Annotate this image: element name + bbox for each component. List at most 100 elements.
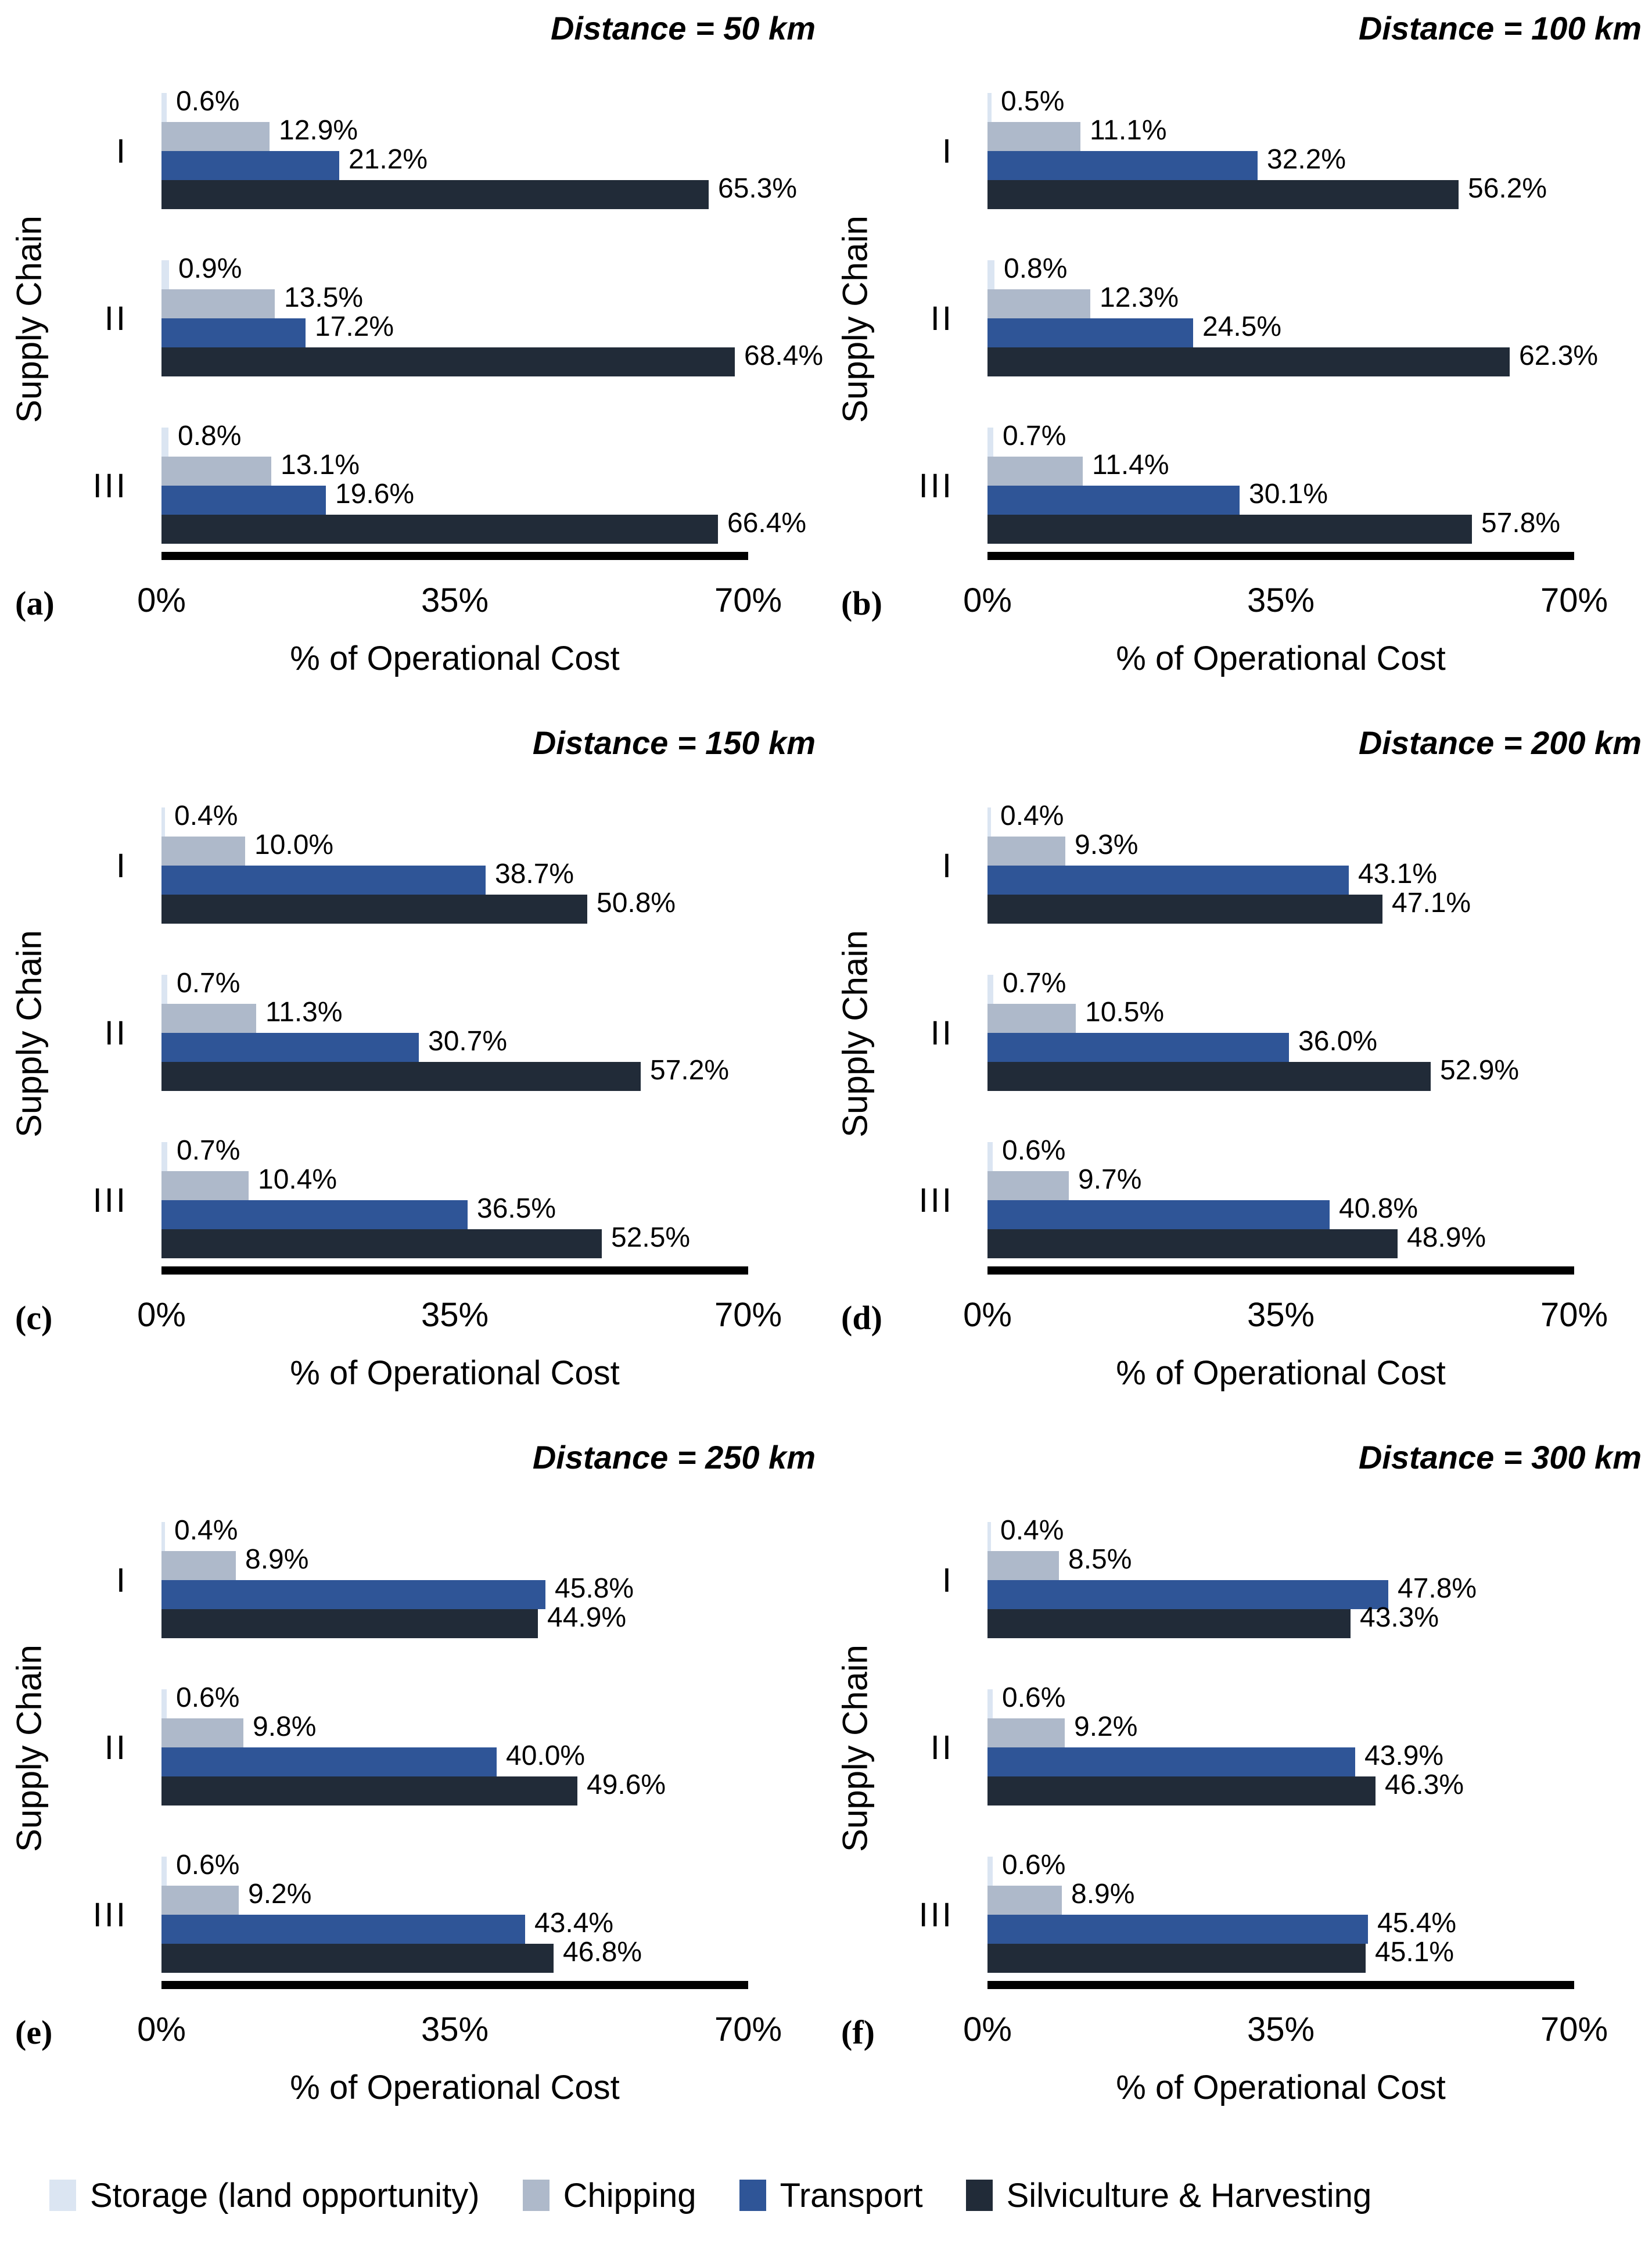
value-label: 0.4% xyxy=(174,801,238,831)
category-label: I xyxy=(942,1561,954,1599)
value-label: 57.2% xyxy=(650,1055,730,1086)
y-axis-label: Supply Chain xyxy=(9,1645,49,1853)
value-label: 45.1% xyxy=(1375,1937,1455,1968)
value-label: 47.8% xyxy=(1398,1573,1477,1604)
x-tick-label: 35% xyxy=(1247,1296,1315,1334)
bar-chipping xyxy=(987,1171,1069,1200)
bar-silviculture xyxy=(161,180,709,209)
value-label: 8.9% xyxy=(1071,1879,1135,1909)
value-label: 0.4% xyxy=(174,1515,238,1546)
value-label: 9.8% xyxy=(253,1711,317,1742)
legend-label: Storage (land opportunity) xyxy=(90,2176,480,2214)
bar-transport xyxy=(987,1200,1330,1229)
bar-chipping xyxy=(161,289,275,318)
value-label: 8.9% xyxy=(245,1544,309,1575)
bar-storage xyxy=(161,1142,167,1171)
panel-letter: (a) xyxy=(15,584,55,622)
bar-storage xyxy=(161,1689,167,1718)
bar-transport xyxy=(161,1747,497,1776)
bar-silviculture xyxy=(987,895,1382,924)
category-label: II xyxy=(930,1014,954,1052)
value-label: 30.7% xyxy=(428,1026,508,1057)
bar-chipping xyxy=(987,1551,1059,1580)
x-tick-label: 70% xyxy=(1540,1296,1608,1334)
bar-transport xyxy=(987,318,1193,347)
panel-letter: (d) xyxy=(841,1299,882,1337)
bar-storage xyxy=(161,428,168,457)
value-label: 43.3% xyxy=(1360,1602,1439,1633)
value-label: 9.2% xyxy=(1074,1711,1138,1742)
value-label: 0.6% xyxy=(176,1850,240,1880)
category-label: III xyxy=(918,466,954,505)
bar-chipping xyxy=(987,457,1083,486)
value-label: 32.2% xyxy=(1267,144,1346,175)
value-label: 0.6% xyxy=(1002,1682,1066,1713)
bar-chipping xyxy=(161,1718,243,1747)
panel-title: Distance = 200 km xyxy=(1358,724,1642,761)
value-label: 56.2% xyxy=(1468,173,1547,204)
panel-title: Distance = 300 km xyxy=(1358,1439,1642,1476)
value-label: 13.1% xyxy=(281,450,360,480)
category-label: I xyxy=(116,132,128,170)
x-tick-label: 35% xyxy=(421,582,489,619)
bar-storage xyxy=(161,1857,167,1886)
category-label: II xyxy=(104,1014,128,1052)
bar-silviculture xyxy=(161,1776,577,1806)
x-tick-label: 35% xyxy=(1247,582,1315,619)
bar-storage xyxy=(161,260,169,289)
legend-item-chipping: Chipping xyxy=(522,2176,696,2215)
bar-storage xyxy=(987,1857,993,1886)
bar-silviculture xyxy=(161,1229,602,1258)
panel-title: Distance = 250 km xyxy=(532,1439,816,1476)
value-label: 0.9% xyxy=(178,253,242,284)
bar-transport xyxy=(161,866,486,895)
bar-transport xyxy=(987,866,1349,895)
bar-storage xyxy=(161,807,165,837)
bar-transport xyxy=(987,486,1240,515)
value-label: 0.6% xyxy=(1002,1850,1066,1880)
bar-silviculture xyxy=(987,1944,1366,1973)
bar-transport xyxy=(161,1200,468,1229)
x-axis-line xyxy=(161,1266,748,1275)
value-label: 36.5% xyxy=(477,1193,556,1224)
legend-swatch-storage xyxy=(49,2180,76,2211)
bar-storage xyxy=(161,975,167,1004)
bar-silviculture xyxy=(987,347,1510,376)
value-label: 9.3% xyxy=(1075,830,1139,860)
value-label: 44.9% xyxy=(547,1602,627,1633)
y-axis-label: Supply Chain xyxy=(9,930,49,1138)
bar-transport xyxy=(161,151,339,180)
value-label: 65.3% xyxy=(718,173,798,204)
value-label: 47.1% xyxy=(1392,888,1471,918)
panel-e: Distance = 250 km Supply Chain I 0.4% 8.9% 45… xyxy=(0,1429,826,2144)
value-label: 62.3% xyxy=(1519,340,1599,371)
category-label: III xyxy=(92,466,128,505)
bar-storage xyxy=(161,93,167,122)
value-label: 10.4% xyxy=(258,1164,337,1195)
value-label: 17.2% xyxy=(315,311,394,342)
bar-transport xyxy=(987,151,1258,180)
category-label: I xyxy=(942,846,954,885)
bar-chipping xyxy=(987,837,1065,866)
panel-title: Distance = 100 km xyxy=(1358,10,1642,46)
bar-chipping xyxy=(161,1551,236,1580)
x-tick-label: 70% xyxy=(1540,2011,1608,2048)
value-label: 36.0% xyxy=(1298,1026,1378,1057)
bar-silviculture xyxy=(161,1062,641,1091)
value-label: 24.5% xyxy=(1202,311,1282,342)
value-label: 8.5% xyxy=(1068,1544,1132,1575)
bar-storage xyxy=(987,1522,991,1551)
value-label: 0.8% xyxy=(1004,253,1068,284)
bar-silviculture xyxy=(987,1609,1351,1638)
bar-chipping xyxy=(161,1171,249,1200)
bar-silviculture xyxy=(987,515,1472,544)
x-axis-title: % of Operational Cost xyxy=(290,1354,620,1392)
legend-swatch-transport xyxy=(739,2180,766,2211)
value-label: 13.5% xyxy=(284,282,364,313)
value-label: 0.7% xyxy=(177,1135,240,1166)
legend-label: Chipping xyxy=(563,2176,696,2214)
bar-transport xyxy=(987,1580,1388,1609)
bar-transport xyxy=(161,1033,419,1062)
y-axis-label: Supply Chain xyxy=(835,216,875,423)
x-tick-label: 0% xyxy=(963,1296,1012,1334)
